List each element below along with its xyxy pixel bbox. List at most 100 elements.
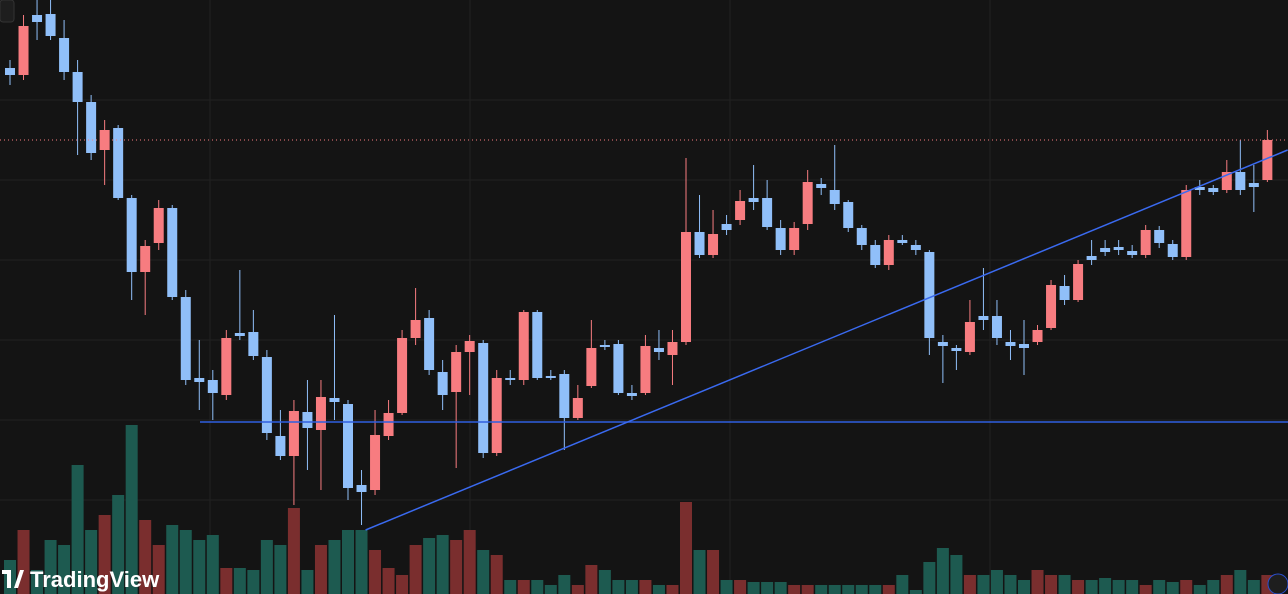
volume-bar	[950, 555, 963, 594]
volume-bar	[1180, 580, 1193, 594]
candle-body	[167, 208, 178, 297]
volume-bar	[720, 580, 733, 594]
candle-body	[478, 343, 489, 453]
candle-body	[924, 252, 935, 338]
candle-body	[1019, 344, 1029, 348]
volume-bar	[1234, 570, 1247, 594]
candle-body	[1100, 248, 1111, 252]
volume-bar	[409, 545, 422, 594]
volume-bar	[693, 550, 706, 594]
scroll-button[interactable]	[0, 0, 15, 23]
candle-body	[667, 342, 678, 355]
candle-body	[261, 357, 272, 433]
candle-body	[45, 14, 56, 36]
volume-bar	[193, 540, 206, 594]
volume-bar	[1139, 585, 1152, 594]
candle-body	[762, 198, 773, 227]
volume-bar	[666, 585, 679, 594]
volume-bar	[896, 575, 909, 594]
volume-bar	[923, 562, 936, 594]
volume-bar	[71, 465, 84, 594]
volume-bar	[382, 568, 395, 594]
volume-bar	[247, 570, 260, 594]
candle-body	[775, 228, 786, 250]
candle-body	[1262, 140, 1273, 180]
candle-body	[883, 240, 894, 265]
candle-body	[1194, 187, 1205, 190]
volume-bar	[301, 570, 314, 594]
volume-bar	[166, 525, 179, 594]
volume-bar	[774, 582, 787, 594]
candle-body	[86, 102, 97, 153]
volume-bar	[747, 582, 760, 594]
volume-bar	[598, 570, 611, 594]
volume-bar	[801, 585, 814, 594]
candle-body	[978, 316, 989, 320]
candle-body	[1140, 230, 1151, 255]
volume-bar	[517, 580, 530, 594]
candles	[5, 0, 1273, 525]
volume-bar	[788, 585, 801, 594]
candle-body	[964, 322, 975, 352]
candle-body	[897, 240, 908, 243]
drawings	[0, 139, 1288, 531]
candle-body	[829, 190, 840, 204]
candle-body	[721, 224, 732, 230]
candle-body	[140, 246, 151, 272]
volume-bar	[463, 530, 476, 594]
volume-bar	[625, 580, 638, 594]
action-button[interactable]	[1267, 573, 1288, 594]
volume-bar	[761, 582, 774, 594]
candle-body	[735, 201, 746, 220]
candle-body	[613, 344, 624, 393]
volume-bar	[734, 580, 747, 594]
candle-body	[1086, 256, 1097, 260]
volume-bar	[220, 568, 233, 594]
volume-bar	[233, 568, 246, 594]
candle-body	[586, 348, 597, 386]
volume-bar	[31, 570, 44, 594]
candle-body	[991, 316, 1002, 338]
volume-bar	[1004, 575, 1017, 594]
candle-body	[302, 412, 313, 428]
candle-body	[708, 234, 719, 255]
volume-bar	[652, 585, 665, 594]
volume-pane	[4, 425, 1274, 594]
volume-bar	[1247, 580, 1260, 594]
volume-bar	[1126, 580, 1139, 594]
candle-body	[1005, 342, 1016, 346]
volume-bar	[287, 508, 300, 594]
volume-bar	[531, 580, 544, 594]
candle-body	[843, 202, 854, 228]
candle-body	[1208, 188, 1219, 192]
candle-body	[451, 352, 462, 392]
volume-bar	[828, 585, 841, 594]
candle-body	[870, 245, 881, 265]
volume-bar	[639, 580, 652, 594]
candle-body	[816, 184, 827, 188]
candle-body	[180, 297, 191, 380]
candle-body	[18, 26, 29, 75]
candle-body	[748, 198, 759, 202]
volume-bar	[1031, 570, 1044, 594]
candle-body	[681, 232, 691, 342]
candle-body	[1235, 172, 1246, 190]
volume-bar	[490, 555, 503, 594]
volume-bar	[342, 530, 354, 594]
candle-body	[559, 374, 570, 418]
candle-body	[410, 320, 421, 338]
candle-body	[640, 346, 651, 393]
candle-body	[1167, 244, 1178, 257]
candle-body	[437, 372, 448, 395]
candle-body	[626, 393, 637, 396]
volume-bar	[963, 575, 976, 594]
volume-bar	[585, 565, 598, 594]
candle-body	[491, 378, 502, 453]
volume-bar	[1166, 582, 1179, 594]
candle-body	[1127, 251, 1138, 255]
volume-bar	[152, 545, 165, 594]
candle-body	[937, 342, 948, 346]
candle-body	[275, 436, 286, 456]
